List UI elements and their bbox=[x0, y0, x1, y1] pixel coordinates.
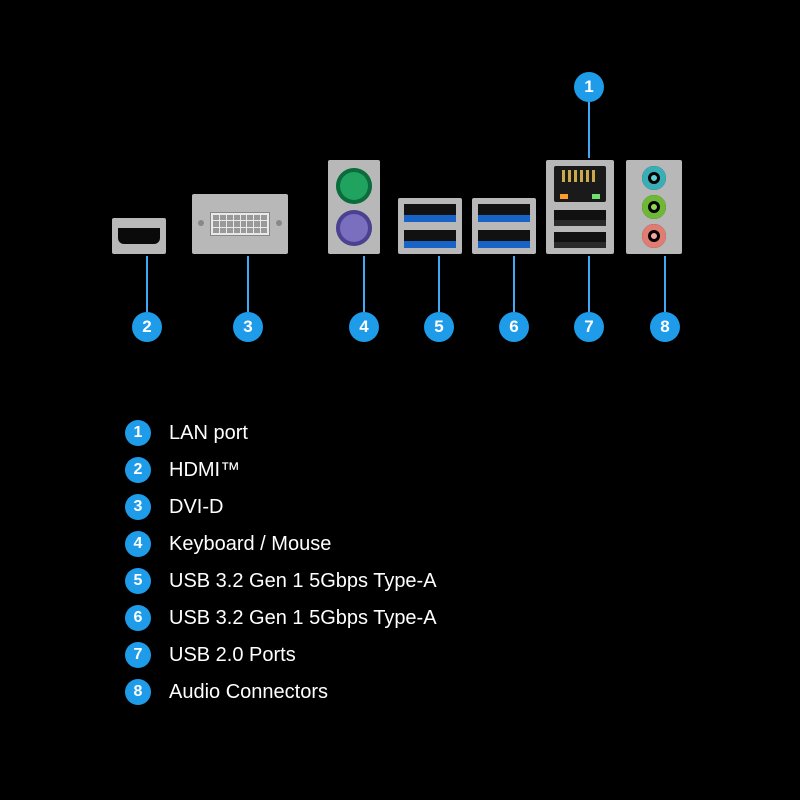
lan-port bbox=[554, 166, 606, 202]
legend-badge: 3 bbox=[125, 494, 151, 520]
dvi-port bbox=[210, 212, 270, 236]
leader-line bbox=[438, 256, 440, 312]
leader-line bbox=[588, 102, 590, 158]
callout-marker: 6 bbox=[499, 312, 529, 342]
callout-marker: 3 bbox=[233, 312, 263, 342]
legend-label: Audio Connectors bbox=[169, 681, 328, 704]
dvi-plate bbox=[192, 194, 288, 254]
hdmi-plate bbox=[112, 218, 166, 254]
legend-label: DVI-D bbox=[169, 496, 223, 519]
legend-label: USB 2.0 Ports bbox=[169, 644, 296, 667]
ps2-keyboard-port bbox=[336, 210, 372, 246]
leader-line bbox=[513, 256, 515, 312]
legend-row: 4 Keyboard / Mouse bbox=[125, 531, 437, 557]
lan-usb2-plate bbox=[546, 160, 614, 254]
callout-marker: 1 bbox=[574, 72, 604, 102]
legend-badge: 5 bbox=[125, 568, 151, 594]
audio-plate bbox=[626, 160, 682, 254]
usb3-port bbox=[478, 204, 530, 222]
callout-marker: 2 bbox=[132, 312, 162, 342]
usb2-port bbox=[554, 232, 606, 248]
legend-row: 7 USB 2.0 Ports bbox=[125, 642, 437, 668]
legend-badge: 2 bbox=[125, 457, 151, 483]
legend-badge: 7 bbox=[125, 642, 151, 668]
leader-line bbox=[588, 256, 590, 312]
legend-badge: 8 bbox=[125, 679, 151, 705]
usb3-port bbox=[404, 230, 456, 248]
legend-label: HDMI™ bbox=[169, 459, 240, 482]
usb2-port bbox=[554, 210, 606, 226]
audio-line-out bbox=[642, 195, 666, 219]
usb3-port bbox=[404, 204, 456, 222]
legend-row: 1 LAN port bbox=[125, 420, 437, 446]
legend-row: 5 USB 3.2 Gen 1 5Gbps Type-A bbox=[125, 568, 437, 594]
legend-row: 2 HDMI™ bbox=[125, 457, 437, 483]
leader-line bbox=[146, 256, 148, 312]
legend-label: USB 3.2 Gen 1 5Gbps Type-A bbox=[169, 570, 437, 593]
legend-label: LAN port bbox=[169, 422, 248, 445]
callout-marker: 7 bbox=[574, 312, 604, 342]
legend-row: 3 DVI-D bbox=[125, 494, 437, 520]
usb3-port bbox=[478, 230, 530, 248]
callout-marker: 8 bbox=[650, 312, 680, 342]
usb3-plate-1 bbox=[398, 198, 462, 254]
leader-line bbox=[664, 256, 666, 312]
ps2-mouse-port bbox=[336, 168, 372, 204]
ps2-plate bbox=[328, 160, 380, 254]
legend-label: USB 3.2 Gen 1 5Gbps Type-A bbox=[169, 607, 437, 630]
usb3-plate-2 bbox=[472, 198, 536, 254]
leader-line bbox=[247, 256, 249, 312]
legend-list: 1LAN port2HDMI™3DVI-D4Keyboard / Mouse5U… bbox=[125, 420, 437, 716]
hdmi-port bbox=[118, 228, 160, 244]
callout-marker: 4 bbox=[349, 312, 379, 342]
legend-badge: 4 bbox=[125, 531, 151, 557]
leader-line bbox=[363, 256, 365, 312]
legend-row: 6 USB 3.2 Gen 1 5Gbps Type-A bbox=[125, 605, 437, 631]
callout-marker: 5 bbox=[424, 312, 454, 342]
audio-mic-in bbox=[642, 224, 666, 248]
legend-row: 8 Audio Connectors bbox=[125, 679, 437, 705]
legend-badge: 6 bbox=[125, 605, 151, 631]
audio-line-in bbox=[642, 166, 666, 190]
legend-label: Keyboard / Mouse bbox=[169, 533, 331, 556]
legend-badge: 1 bbox=[125, 420, 151, 446]
